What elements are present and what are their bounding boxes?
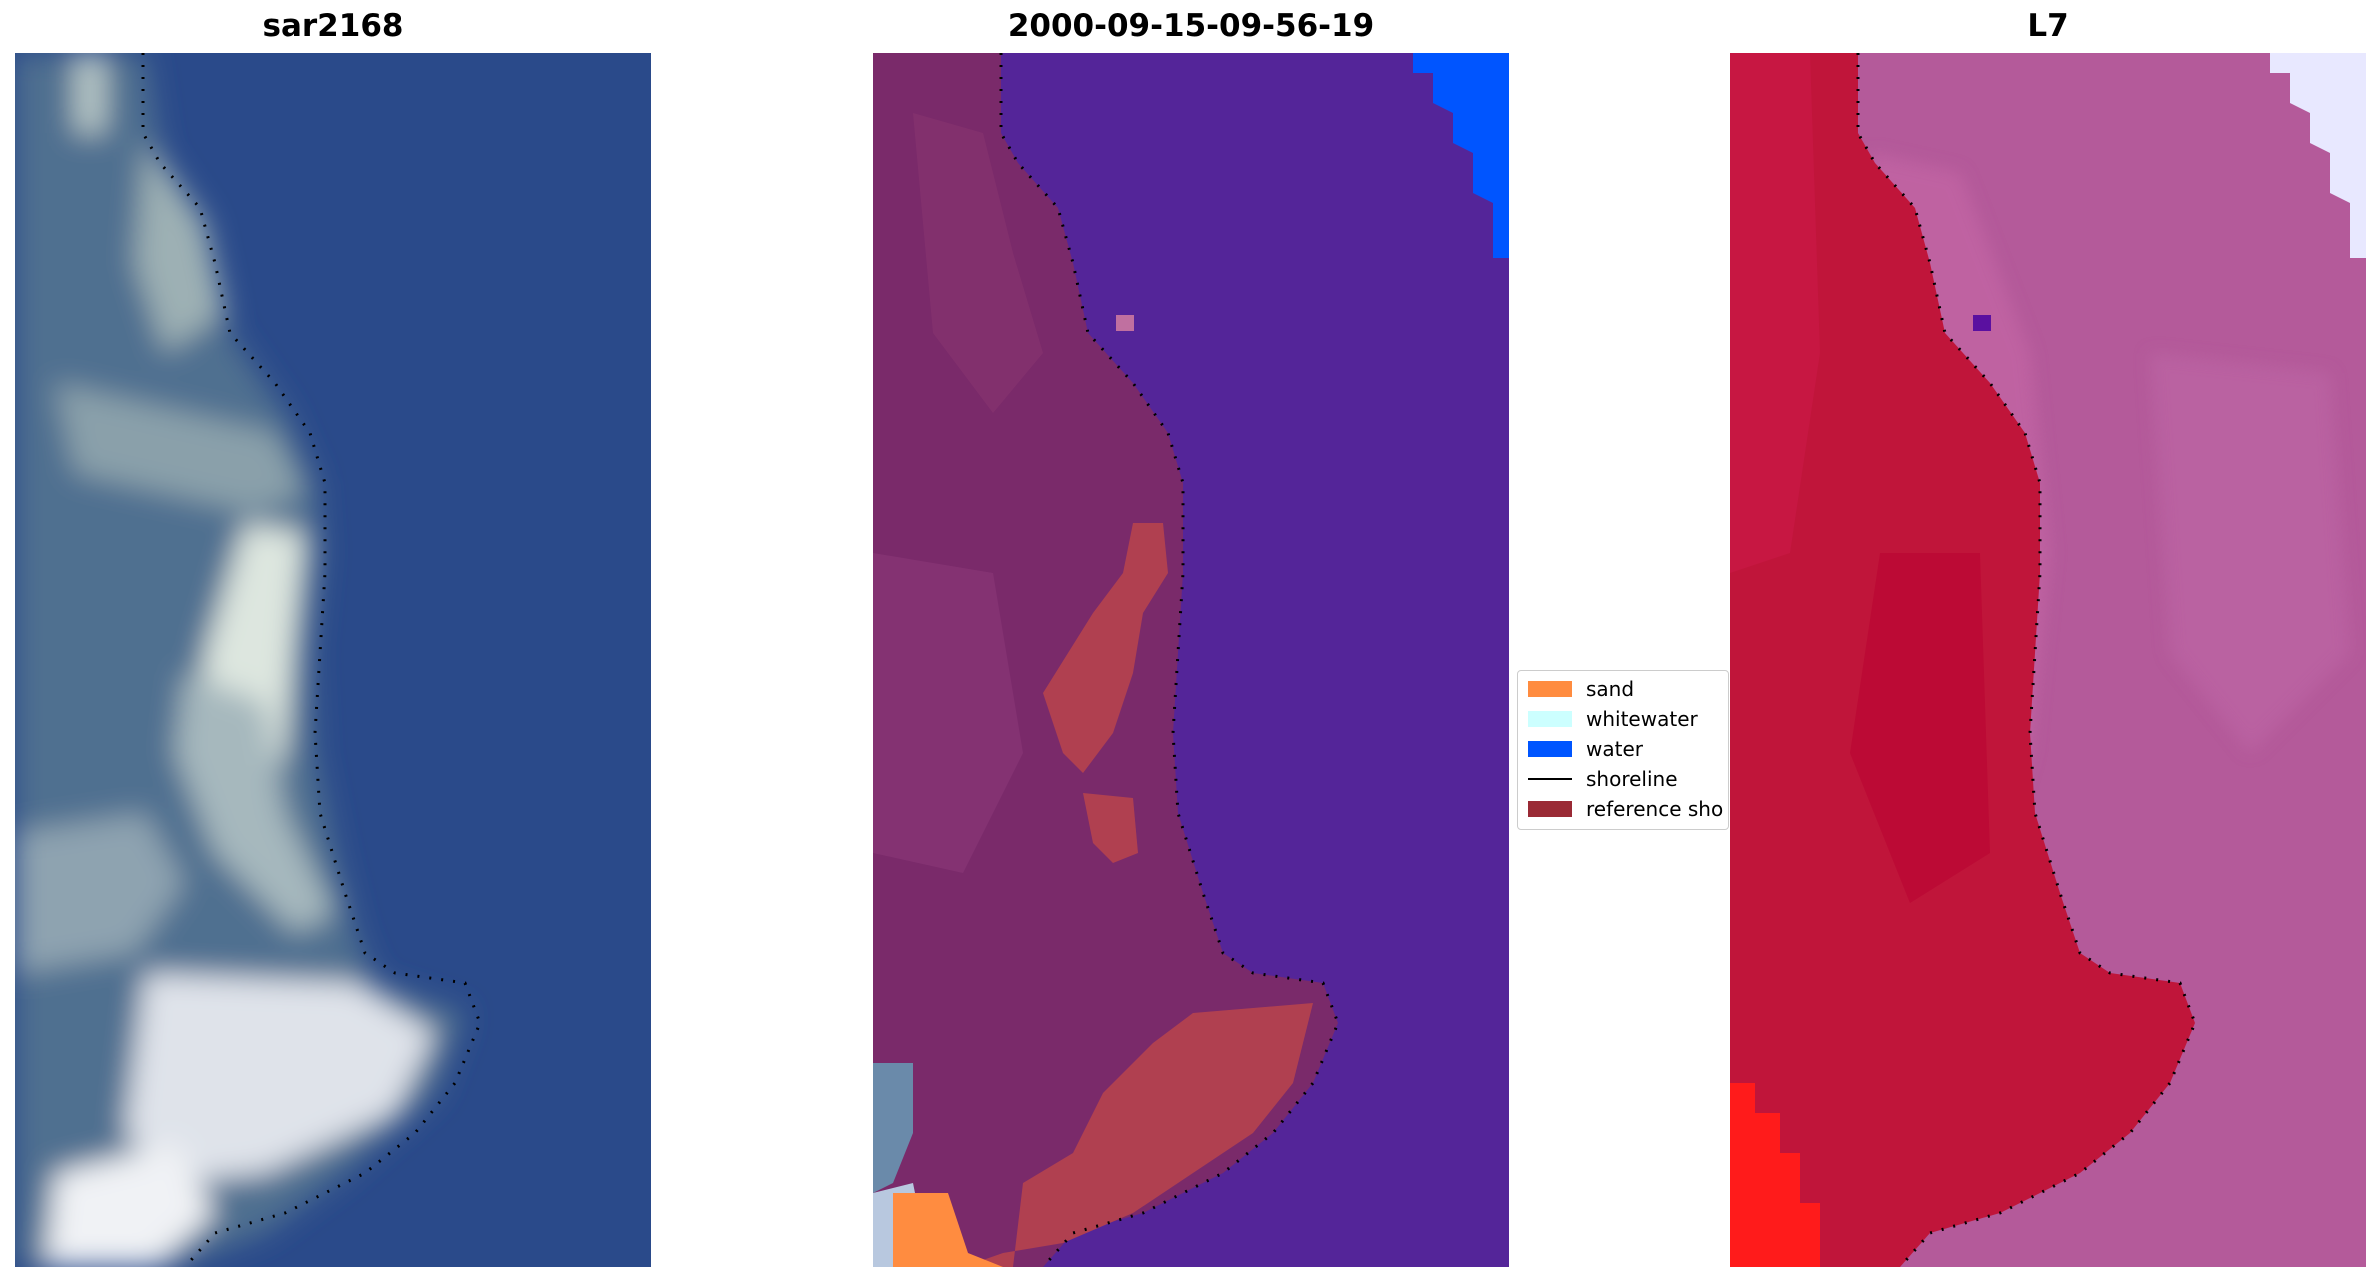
legend-swatch-whitewater: [1528, 711, 1572, 727]
legend-item-reference-shoreline: reference sho: [1518, 795, 1728, 823]
index-image-l7: [1730, 53, 2366, 1267]
legend-label-reference-shoreline: reference sho: [1586, 797, 1724, 821]
panel-title-date: 2000-09-15-09-56-19: [1007, 8, 1375, 44]
legend-label-sand: sand: [1586, 677, 1635, 701]
legend-label-shoreline: shoreline: [1586, 767, 1678, 791]
panel-l7: L7: [1730, 0, 2366, 1283]
panel-title-sar: sar2168: [262, 8, 404, 44]
legend-item-sand: sand: [1518, 675, 1728, 703]
legend-item-shoreline: shoreline: [1518, 765, 1728, 793]
legend-swatch-reference-shoreline: [1528, 801, 1572, 817]
classification-image: [873, 53, 1509, 1267]
legend-item-water: water: [1518, 735, 1728, 763]
legend-label-whitewater: whitewater: [1586, 707, 1698, 731]
legend-label-water: water: [1586, 737, 1643, 761]
panel-classification: 2000-09-15-09-56-19: [873, 0, 1509, 1283]
panel-sar: sar2168: [15, 0, 651, 1283]
legend-swatch-water: [1528, 741, 1572, 757]
panel-title-l7: L7: [2027, 8, 2069, 44]
satellite-image-rgb: [15, 53, 651, 1267]
legend-swatch-sand: [1528, 681, 1572, 697]
legend-item-whitewater: whitewater: [1518, 705, 1728, 733]
legend-line-shoreline: [1528, 778, 1572, 780]
legend: sand whitewater water shoreline referenc…: [1517, 670, 1729, 830]
